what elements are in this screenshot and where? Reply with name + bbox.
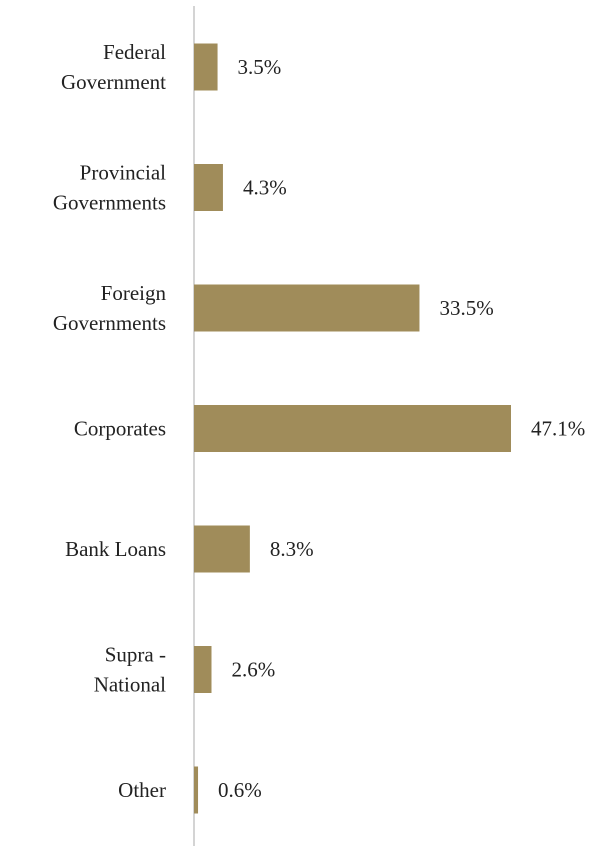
category-label: National <box>94 673 166 697</box>
bar <box>194 284 420 332</box>
category-label: Other <box>118 778 166 802</box>
bar <box>194 164 223 211</box>
category-label: Governments <box>53 311 166 335</box>
value-label: 3.5% <box>238 55 282 79</box>
category-label: Supra - <box>105 643 166 667</box>
category-label: Foreign <box>101 281 167 305</box>
bar <box>194 43 218 91</box>
category-label: Provincial <box>80 161 166 185</box>
bar <box>194 766 199 814</box>
value-label: 47.1% <box>531 417 585 441</box>
category-label: Bank Loans <box>65 537 166 561</box>
value-labels-group: 3.5% 4.3% 33.5% 47.1% 8.3% 2.6% 0.6% <box>218 55 585 802</box>
value-label: 0.6% <box>218 778 262 802</box>
category-labels-group: Federal Government Provincial Governments Fo… <box>53 40 167 802</box>
category-label: Government <box>61 70 166 94</box>
category-label: Federal <box>103 40 166 64</box>
value-label: 4.3% <box>243 176 287 200</box>
bar <box>194 646 212 693</box>
value-label: 33.5% <box>439 296 493 320</box>
value-label: 8.3% <box>270 537 314 561</box>
value-label: 2.6% <box>231 658 275 682</box>
bar <box>194 405 511 452</box>
category-label: Governments <box>53 191 166 215</box>
bar <box>194 525 250 573</box>
bars-group <box>194 43 511 814</box>
category-label: Corporates <box>74 417 166 441</box>
